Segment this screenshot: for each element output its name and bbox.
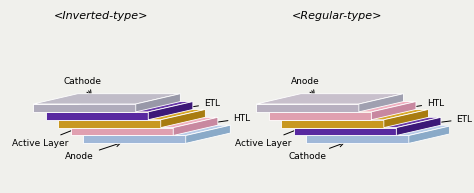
Text: Active Layer: Active Layer xyxy=(235,125,309,148)
Polygon shape xyxy=(58,109,205,120)
Polygon shape xyxy=(83,135,186,143)
Text: HTL: HTL xyxy=(406,99,444,109)
Text: HTL: HTL xyxy=(213,114,251,124)
Text: Anode: Anode xyxy=(291,77,319,95)
Polygon shape xyxy=(294,128,396,135)
Text: ETL: ETL xyxy=(183,99,220,110)
Polygon shape xyxy=(33,104,136,112)
Text: ETL: ETL xyxy=(436,115,473,124)
Polygon shape xyxy=(371,102,416,120)
Text: Cathode: Cathode xyxy=(63,77,101,95)
Text: <Regular-type>: <Regular-type> xyxy=(292,11,383,21)
Polygon shape xyxy=(269,112,371,120)
Polygon shape xyxy=(71,117,218,128)
Polygon shape xyxy=(396,117,441,135)
Polygon shape xyxy=(33,94,181,104)
Polygon shape xyxy=(281,120,384,128)
Polygon shape xyxy=(58,120,161,128)
Polygon shape xyxy=(359,94,403,112)
Text: <Inverted-type>: <Inverted-type> xyxy=(54,11,148,21)
Polygon shape xyxy=(186,125,230,143)
Polygon shape xyxy=(294,117,441,128)
Text: Anode: Anode xyxy=(65,142,120,161)
Polygon shape xyxy=(409,125,454,143)
Polygon shape xyxy=(281,109,428,120)
Polygon shape xyxy=(256,104,359,112)
Polygon shape xyxy=(136,94,181,112)
Polygon shape xyxy=(71,128,173,135)
Polygon shape xyxy=(306,125,454,135)
Polygon shape xyxy=(148,102,193,120)
Polygon shape xyxy=(256,94,403,104)
Polygon shape xyxy=(46,102,193,112)
Polygon shape xyxy=(384,109,428,128)
Polygon shape xyxy=(161,109,205,128)
Text: Cathode: Cathode xyxy=(288,143,344,161)
Polygon shape xyxy=(306,135,409,143)
Text: Active Layer: Active Layer xyxy=(12,125,85,148)
Polygon shape xyxy=(46,112,148,120)
Polygon shape xyxy=(173,117,218,135)
Polygon shape xyxy=(83,125,230,135)
Polygon shape xyxy=(269,102,416,112)
